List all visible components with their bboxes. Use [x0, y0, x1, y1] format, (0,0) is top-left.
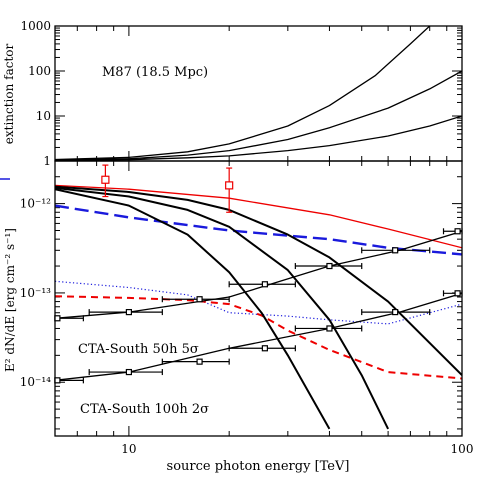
spectrum-series-6 [55, 188, 331, 430]
spectrum-ytick-label: 10⁻¹⁴ [20, 375, 51, 389]
spectrum-series-2 [55, 280, 462, 325]
spectrum-data-point [442, 228, 463, 235]
spectrum-data-point [88, 308, 163, 316]
extinction-ytick-label: 10 [36, 109, 51, 123]
spectrum-data-point [228, 281, 296, 288]
spectrum-ytick-label: 10⁻¹³ [20, 286, 51, 300]
extinction-panel-frame [54, 25, 463, 162]
extinction-series-2 [55, 115, 462, 161]
spectrum-data-point [361, 308, 431, 316]
spectrum-series-4 [55, 185, 462, 376]
extinction-ytick-label: 1 [43, 154, 51, 168]
spectrum-xtick-label: 100 [451, 442, 474, 456]
spectrum-data-point [228, 345, 296, 352]
spectrum-ytick-label: 10⁻¹² [20, 197, 51, 211]
extinction-ytick-label: 100 [28, 64, 51, 78]
spectrum-data-point [225, 167, 234, 213]
extinction-ytick-label: 1000 [20, 19, 51, 33]
spectrum-data-point [294, 325, 363, 332]
spectrum-panel-frame [54, 160, 463, 437]
spectrum-series-3 [55, 295, 462, 380]
spectrum-series-1 [55, 204, 462, 256]
spectrum-data-point [161, 358, 230, 365]
spectrum-series-7 [55, 230, 462, 319]
spectrum-data-point [442, 290, 463, 297]
sensitivity-annotation-50h: CTA-South 50h 5σ [78, 342, 199, 357]
spectrum-panel: 10⁻¹⁴ 10⁻¹³ 10⁻¹² 10 100 CTA-South 50h 5σ CT… [3, 160, 474, 474]
extinction-series-1 [55, 70, 462, 161]
spectrum-data-point [294, 262, 363, 270]
spectrum-data-point [161, 296, 230, 303]
extinction-annotation: M87 (18.5 Mpc) [102, 65, 208, 80]
spectrum-xtick-label: 10 [121, 442, 136, 456]
extinction-series-0 [55, 26, 431, 161]
spectrum-xlabel: source photon energy [TeV] [167, 459, 350, 474]
spectrum-data-point [88, 368, 163, 376]
spectrum-series-5 [55, 186, 389, 430]
extinction-ylabel: extinction factor [2, 43, 16, 144]
spectrum-ylabel: E² dN/dE [erg cm⁻² s⁻¹] [3, 228, 17, 372]
spectrum-series-0 [55, 184, 462, 249]
sensitivity-annotation-100h: CTA-South 100h 2σ [80, 402, 209, 417]
spectrum-series-8 [55, 292, 462, 381]
spectrum-data-point [361, 247, 431, 254]
extinction-panel: 1 10 100 1000 M87 (18.5 Mpc) extinction fac… [2, 19, 463, 168]
spectrum-data-point [101, 164, 110, 198]
